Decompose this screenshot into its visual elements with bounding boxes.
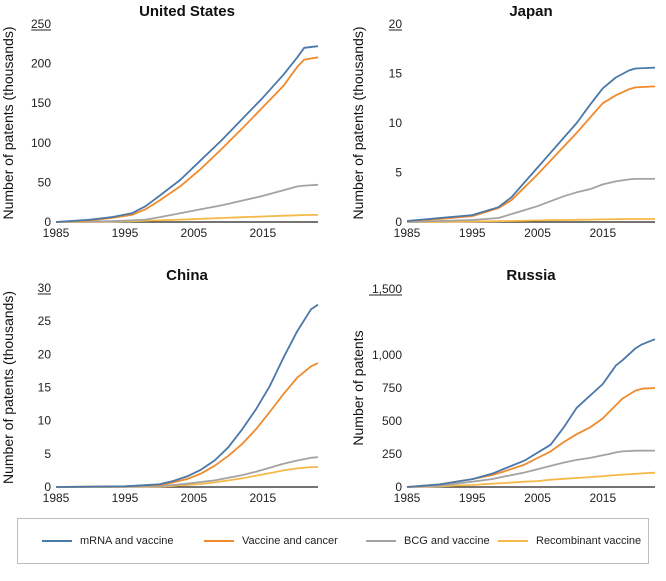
y-axis-label: Number of patents (thousands) (350, 27, 366, 220)
y-tick-label: 10 (389, 116, 403, 130)
y-tick-label: 250 (382, 447, 402, 461)
y-tick-label: 0 (395, 215, 402, 229)
series-line-mrna-and-vaccine (406, 338, 656, 488)
chart-title: United States (139, 3, 235, 20)
y-axis-label: Number of patents (350, 330, 366, 445)
legend: mRNA and vaccine Vaccine and cancer BCG … (17, 518, 649, 564)
series-line-bcg-and-vaccine (406, 449, 656, 488)
y-tick-label: 25 (38, 314, 52, 328)
x-tick-label: 2005 (181, 491, 208, 505)
x-tick-label: 1995 (459, 491, 486, 505)
y-tick-label: 15 (38, 381, 52, 395)
y-tick-label: 10 (38, 414, 52, 428)
chart-title: China (166, 267, 208, 284)
legend-item-mrna: mRNA and vaccine (42, 533, 174, 549)
legend-label: Recombinant vaccine (536, 535, 642, 547)
y-tick-label: 5 (395, 166, 402, 180)
series-line-vaccine-and-cancer (406, 85, 656, 222)
y-tick-label: 500 (382, 414, 402, 428)
series-line-recombinant-vaccine (406, 218, 655, 223)
legend-label: mRNA and vaccine (80, 535, 174, 547)
x-tick-label: 1985 (43, 226, 70, 240)
y-axis-label: Number of patents (thousands) (0, 291, 16, 484)
y-tick-label: 30 (38, 281, 52, 295)
series-line-mrna-and-vaccine (406, 66, 656, 222)
y-tick-label: 1,000 (372, 348, 402, 362)
legend-item-bcg: BCG and vaccine (366, 533, 490, 549)
chart-panel-russia: Russia 0 250 500 750 1,000 1,500 1985 1995 2005 20… (350, 267, 656, 505)
y-tick-label: 200 (31, 57, 51, 71)
chart-title: Japan (509, 3, 552, 20)
y-tick-label: 1,500 (372, 282, 402, 296)
x-tick-label: 2015 (249, 491, 276, 505)
x-tick-label: 2015 (249, 226, 276, 240)
y-tick-label: 15 (389, 67, 403, 81)
chart-title: Russia (506, 267, 556, 284)
x-tick-label: 2005 (181, 226, 208, 240)
legend-swatch-vaccine-cancer (204, 540, 234, 542)
series-line-bcg-and-vaccine (55, 456, 319, 488)
x-tick-label: 2005 (524, 226, 551, 240)
series-line-vaccine-and-cancer (406, 387, 656, 488)
x-tick-label: 2015 (589, 491, 616, 505)
x-tick-label: 1985 (394, 226, 421, 240)
chart-panel-japan: Japan 0 5 10 15 20 1985 1995 2005 2015 Number of p… (350, 3, 656, 240)
legend-label: BCG and vaccine (404, 535, 490, 547)
y-tick-label: 20 (38, 347, 52, 361)
legend-label: Vaccine and cancer (242, 535, 338, 547)
legend-swatch-recombinant (498, 540, 528, 542)
x-tick-label: 2015 (589, 226, 616, 240)
y-tick-label: 150 (31, 96, 51, 110)
series-line-bcg-and-vaccine (406, 177, 655, 223)
series-line-bcg-and-vaccine (55, 183, 319, 223)
y-tick-label: 50 (38, 175, 52, 189)
chart-panel-china: China 0 5 10 15 20 25 30 1985 1995 2005 2015 Number … (0, 267, 319, 505)
legend-item-vaccine-cancer: Vaccine and cancer (204, 533, 338, 549)
y-tick-label: 0 (44, 480, 51, 494)
x-tick-label: 1995 (459, 226, 486, 240)
legend-swatch-mrna (42, 540, 72, 542)
series-line-recombinant-vaccine (406, 471, 656, 488)
series-line-mrna-and-vaccine (55, 45, 319, 223)
y-tick-label: 100 (31, 136, 51, 150)
x-tick-label: 1995 (112, 226, 139, 240)
y-tick-label: 20 (389, 17, 403, 31)
y-tick-label: 5 (44, 447, 51, 461)
y-tick-label: 0 (395, 480, 402, 494)
x-tick-label: 2005 (524, 491, 551, 505)
legend-item-recombinant: Recombinant vaccine (498, 533, 641, 549)
series-line-vaccine-and-cancer (55, 362, 319, 488)
legend-swatch-bcg (366, 540, 396, 542)
x-tick-label: 1985 (43, 491, 70, 505)
series-line-mrna-and-vaccine (55, 303, 319, 488)
x-tick-label: 1985 (394, 491, 421, 505)
y-tick-label: 250 (31, 17, 51, 31)
chart-panel-united-states: United States 0 50 100 150 200 250 1985 1995 2005… (0, 3, 319, 240)
x-tick-label: 1995 (112, 491, 139, 505)
y-axis-label: Number of patents (thousands) (0, 27, 16, 220)
y-tick-label: 750 (382, 381, 402, 395)
series-line-vaccine-and-cancer (55, 56, 319, 223)
y-tick-label: 0 (44, 215, 51, 229)
